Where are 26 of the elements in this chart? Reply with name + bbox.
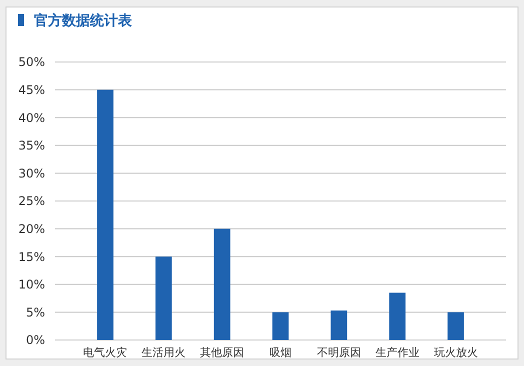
x-tick-label: 生产作业 — [375, 346, 420, 359]
y-tick-label: 0% — [26, 333, 45, 348]
y-tick-label: 25% — [18, 194, 45, 208]
bar — [272, 312, 289, 340]
y-tick-label: 45% — [18, 83, 45, 97]
chart-title: 官方数据统计表 — [34, 12, 133, 29]
x-tick-label: 生活用火 — [142, 346, 186, 359]
y-tick-label: 30% — [18, 166, 45, 180]
y-tick-label: 40% — [18, 110, 45, 125]
y-tick-label: 50% — [18, 55, 45, 70]
y-tick-label: 35% — [18, 138, 45, 153]
x-tick-label: 电气火灾 — [83, 346, 128, 359]
bar — [448, 312, 464, 340]
x-tick-label: 玩火放火 — [434, 346, 478, 359]
x-tick-label: 吸烟 — [270, 346, 292, 359]
bar — [155, 256, 172, 340]
y-tick-label: 20% — [18, 222, 45, 236]
y-tick-label: 5% — [26, 305, 45, 320]
y-tick-label: 10% — [18, 278, 45, 292]
bar — [214, 228, 230, 340]
bar — [389, 292, 406, 340]
y-tick-label: 15% — [18, 250, 45, 264]
bar — [97, 90, 114, 340]
bar — [330, 310, 348, 340]
x-tick-label: 不明原因 — [316, 346, 361, 359]
x-tick-label: 其他原因 — [200, 346, 244, 359]
